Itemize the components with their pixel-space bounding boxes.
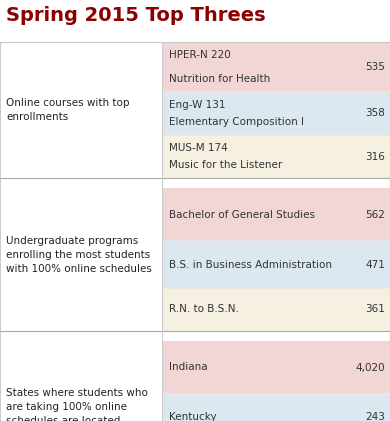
- Bar: [162, 288, 390, 331]
- Text: HPER-N 220: HPER-N 220: [169, 50, 230, 60]
- Text: 358: 358: [365, 109, 385, 118]
- Text: Indiana: Indiana: [169, 362, 207, 373]
- Text: Bachelor of General Studies: Bachelor of General Studies: [169, 210, 315, 219]
- Text: 361: 361: [365, 304, 385, 314]
- Text: Spring 2015 Top Threes: Spring 2015 Top Threes: [6, 6, 266, 25]
- Text: Music for the Listener: Music for the Listener: [169, 160, 282, 170]
- Bar: [162, 92, 390, 135]
- Text: Nutrition for Health: Nutrition for Health: [169, 74, 270, 84]
- Text: B.S. in Business Administration: B.S. in Business Administration: [169, 259, 332, 269]
- Bar: [162, 42, 390, 92]
- Text: 562: 562: [365, 210, 385, 219]
- Text: 535: 535: [365, 62, 385, 72]
- Bar: [162, 341, 390, 394]
- Text: Elementary Composition I: Elementary Composition I: [169, 117, 304, 127]
- Text: 243: 243: [365, 413, 385, 421]
- Text: Eng-W 131: Eng-W 131: [169, 100, 225, 110]
- Text: Undergraduate programs
enrolling the most students
with 100% online schedules: Undergraduate programs enrolling the mos…: [6, 235, 152, 274]
- Text: 4,020: 4,020: [355, 362, 385, 373]
- Text: Online courses with top
enrollments: Online courses with top enrollments: [6, 98, 129, 122]
- Text: R.N. to B.S.N.: R.N. to B.S.N.: [169, 304, 239, 314]
- Bar: [162, 188, 390, 241]
- Text: 316: 316: [365, 152, 385, 162]
- Bar: [162, 394, 390, 421]
- Text: MUS-M 174: MUS-M 174: [169, 143, 228, 153]
- Text: 471: 471: [365, 259, 385, 269]
- Text: States where students who
are taking 100% online
schedules are located: States where students who are taking 100…: [6, 389, 148, 421]
- Bar: [162, 135, 390, 178]
- Text: Kentucky: Kentucky: [169, 413, 216, 421]
- Bar: [162, 241, 390, 288]
